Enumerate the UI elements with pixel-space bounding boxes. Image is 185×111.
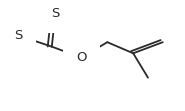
- Text: S: S: [51, 7, 60, 20]
- Text: O: O: [76, 51, 87, 64]
- Text: S: S: [14, 29, 23, 42]
